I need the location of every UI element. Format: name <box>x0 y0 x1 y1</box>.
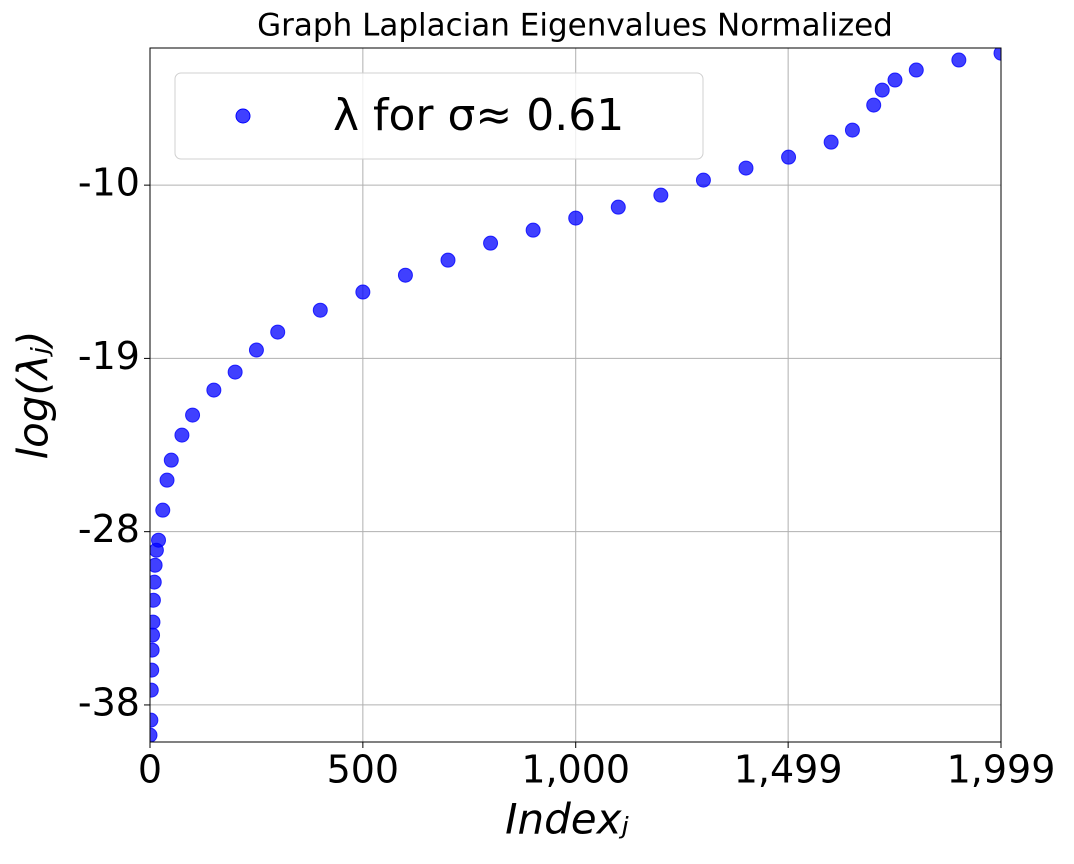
y-tick-label: -19 <box>78 334 140 378</box>
scatter-point <box>355 284 371 300</box>
y-tick-label: -28 <box>78 507 140 551</box>
scatter-point <box>150 712 159 728</box>
x-tick-label: 0 <box>138 748 162 792</box>
scatter-point <box>993 48 1001 61</box>
scatter-point <box>150 642 160 658</box>
scatter-point <box>206 382 222 398</box>
scatter-point <box>653 187 669 203</box>
scatter-point <box>568 210 584 226</box>
legend-label: λ for σ≈ 0.61 <box>333 90 624 141</box>
scatter-point <box>483 235 499 251</box>
scatter-point <box>823 134 839 150</box>
x-tick-label: 500 <box>327 748 400 792</box>
legend-box <box>174 72 704 160</box>
x-tick-label: 1,999 <box>947 748 1056 792</box>
scatter-point <box>874 82 890 98</box>
scatter-point <box>150 662 160 678</box>
scatter-point <box>312 302 328 318</box>
scatter-point <box>738 160 754 176</box>
scatter-point <box>155 502 171 518</box>
scatter-point <box>227 364 243 380</box>
legend-marker <box>235 108 251 124</box>
scatter-point <box>844 122 860 138</box>
y-tick-label: -38 <box>78 680 140 724</box>
scatter-point <box>150 592 161 608</box>
scatter-point <box>781 149 797 165</box>
scatter-point <box>866 97 882 113</box>
scatter-point <box>610 199 626 215</box>
scatter-point <box>440 252 456 268</box>
scatter-point <box>151 532 167 548</box>
scatter-point <box>695 172 711 188</box>
scatter-point <box>270 324 286 340</box>
scatter-point <box>525 222 541 238</box>
scatter-point <box>150 557 163 573</box>
scatter-point <box>185 407 201 423</box>
scatter-point <box>248 342 264 358</box>
x-tick-label: 1,499 <box>734 748 843 792</box>
y-tick-label: -10 <box>78 161 140 205</box>
scatter-point <box>397 267 413 283</box>
chart-title: Graph Laplacian Eigenvalues Normalized <box>257 8 893 44</box>
scatter-point <box>150 614 161 630</box>
x-axis-label: Indexⱼ <box>505 795 629 844</box>
scatter-point <box>163 452 179 468</box>
plot-frame <box>149 47 1002 743</box>
y-axis-label: log(λⱼ) <box>9 331 58 460</box>
scatter-point <box>150 682 159 698</box>
scatter-point <box>150 627 161 643</box>
scatter-point <box>174 427 190 443</box>
scatter-point <box>887 72 903 88</box>
scatter-point <box>951 52 967 68</box>
scatter-point <box>908 62 924 78</box>
scatter-point <box>159 472 175 488</box>
scatter-point <box>150 574 162 590</box>
scatter-point <box>150 727 158 742</box>
x-tick-label: 1,000 <box>521 748 630 792</box>
